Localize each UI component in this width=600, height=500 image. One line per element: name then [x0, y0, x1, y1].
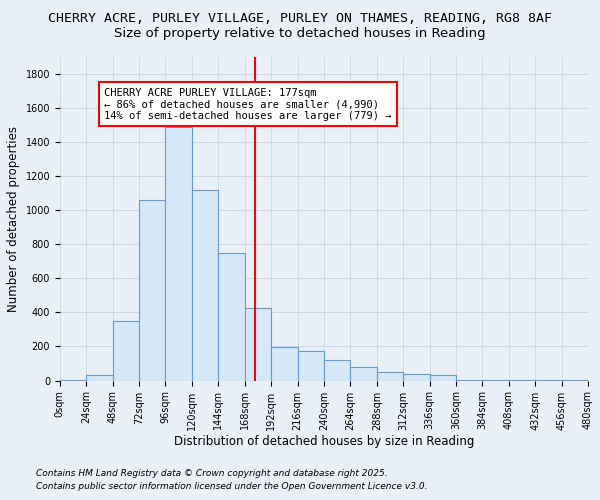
Bar	[271, 348, 298, 380]
Bar	[324, 360, 350, 380]
Text: Contains HM Land Registry data © Crown copyright and database right 2025.: Contains HM Land Registry data © Crown c…	[36, 468, 388, 477]
Bar	[245, 308, 271, 380]
Bar	[86, 376, 113, 380]
Bar	[139, 200, 166, 380]
Text: CHERRY ACRE PURLEY VILLAGE: 177sqm
← 86% of detached houses are smaller (4,990)
: CHERRY ACRE PURLEY VILLAGE: 177sqm ← 86%…	[104, 88, 391, 121]
Bar	[430, 376, 456, 380]
X-axis label: Distribution of detached houses by size in Reading: Distribution of detached houses by size …	[174, 435, 474, 448]
Bar	[377, 372, 403, 380]
Text: Contains public sector information licensed under the Open Government Licence v3: Contains public sector information licen…	[36, 482, 427, 491]
Bar	[192, 190, 218, 380]
Bar	[218, 253, 245, 380]
Bar	[113, 321, 139, 380]
Text: Size of property relative to detached houses in Reading: Size of property relative to detached ho…	[114, 28, 486, 40]
Bar	[166, 127, 192, 380]
Text: CHERRY ACRE, PURLEY VILLAGE, PURLEY ON THAMES, READING, RG8 8AF: CHERRY ACRE, PURLEY VILLAGE, PURLEY ON T…	[48, 12, 552, 26]
Bar	[403, 374, 430, 380]
Y-axis label: Number of detached properties: Number of detached properties	[7, 126, 20, 312]
Bar	[350, 367, 377, 380]
Bar	[298, 350, 324, 380]
